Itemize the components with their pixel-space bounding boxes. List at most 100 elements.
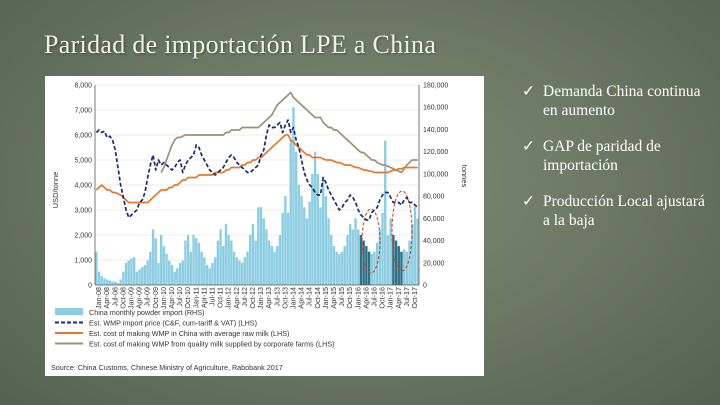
y-left-tick-label: 2,000 — [74, 233, 92, 240]
x-tick-label: Oct-13 — [280, 287, 289, 309]
x-tick-label: Oct-11 — [216, 287, 225, 308]
y-right-tick-label: 80,000 — [423, 194, 445, 201]
import-bar — [389, 218, 392, 285]
import-bar — [105, 279, 109, 285]
import-bar — [227, 235, 230, 285]
import-bar — [127, 260, 130, 285]
import-bar — [400, 251, 403, 285]
x-tick-label: Jan-13 — [256, 287, 265, 309]
import-bar — [222, 246, 225, 285]
import-bar — [297, 185, 301, 285]
import-bar — [332, 246, 336, 285]
import-bar — [243, 257, 247, 285]
x-tick-label: Jan-09 — [126, 287, 135, 309]
import-bar — [394, 240, 398, 285]
import-bar — [346, 235, 349, 285]
import-bar — [284, 196, 287, 285]
import-bar — [141, 267, 144, 285]
import-bar — [178, 262, 182, 285]
import-bar — [311, 173, 314, 285]
x-tick-label: Jul-12 — [240, 287, 249, 307]
y-left-tick-label: 1,000 — [74, 258, 92, 265]
legend-label: China monthly powder import (RHS) — [89, 308, 204, 317]
import-bar — [392, 235, 395, 285]
import-bar — [138, 269, 141, 285]
import-bar — [402, 249, 406, 285]
import-bar — [100, 276, 103, 285]
check-mark-icon: ✓ — [522, 138, 535, 155]
import-bar — [324, 196, 328, 285]
legend-label: Est. cost of making WMP in China with av… — [89, 329, 289, 338]
series-line — [160, 91, 418, 174]
import-bar — [375, 242, 379, 285]
import-bar — [335, 251, 338, 285]
y-right-tick-label: 160,000 — [423, 105, 448, 112]
chart-panel: 0 1,000 2,000 3,000 4,000 5,000 6,000 7,000 8,00… — [45, 76, 484, 376]
import-bar — [384, 140, 387, 285]
import-bar — [367, 251, 371, 285]
axes: 0 1,000 2,000 3,000 4,000 5,000 6,000 7,000 8,00… — [74, 83, 448, 309]
import-bar — [413, 207, 417, 285]
import-bar — [97, 271, 101, 285]
y-left-tick-label: 8,000 — [74, 83, 92, 90]
x-tick-label: Apr-13 — [264, 287, 273, 309]
import-bar — [254, 240, 257, 285]
x-tick-label: Apr-10 — [167, 287, 176, 309]
y-right-tick-label: 100,000 — [423, 171, 448, 178]
x-tick-label: Jan-12 — [224, 287, 233, 309]
x-tick-label: Jan-08 — [94, 287, 103, 309]
import-bar — [308, 201, 311, 285]
import-bar — [108, 280, 112, 285]
import-bar — [235, 257, 238, 285]
y-right-tick-label: 140,000 — [423, 127, 448, 134]
import-bar — [208, 268, 211, 285]
y-axis-label-left: USD/tonne — [51, 172, 60, 209]
import-bar — [316, 173, 319, 285]
bullet-item: ✓ Producción Local ajustará a la baja — [522, 192, 712, 230]
import-bar — [386, 235, 390, 285]
import-bar — [213, 257, 217, 285]
import-bar — [351, 229, 355, 285]
import-bar — [157, 262, 160, 285]
x-tick-label: Jan-11 — [191, 287, 200, 308]
x-tick-label: Jan-16 — [353, 287, 362, 309]
import-bar — [111, 281, 114, 285]
x-tick-label: Oct-08 — [118, 287, 127, 309]
import-bar — [373, 251, 376, 285]
x-tick-label: Jul-17 — [402, 287, 411, 307]
import-bar — [321, 179, 325, 285]
import-bar — [122, 271, 125, 285]
import-bar — [251, 223, 255, 285]
import-bar — [232, 251, 236, 285]
import-bar — [124, 262, 128, 285]
import-bar — [370, 253, 373, 285]
y-left-tick-label: 5,000 — [74, 158, 92, 165]
import-bar — [249, 235, 252, 285]
import-bar — [95, 251, 98, 285]
y-left-tick-label: 4,000 — [74, 183, 92, 190]
import-bar — [416, 218, 419, 285]
series-lines — [95, 91, 419, 221]
chart-source: Source: China Customs, Chinese Ministry … — [51, 363, 283, 372]
import-bar — [294, 151, 298, 285]
x-tick-label: Oct-14 — [313, 287, 322, 309]
import-bar — [411, 223, 414, 285]
import-bar — [327, 218, 330, 285]
import-bar — [405, 251, 409, 285]
x-tick-label: Jan-15 — [321, 287, 330, 309]
x-tick-label: Jul-11 — [207, 287, 216, 306]
import-bar — [149, 251, 152, 285]
x-tick-label: Jul-15 — [337, 287, 346, 307]
bullet-text: GAP de paridad de importación — [543, 138, 661, 174]
y-right-tick-label: 0 — [423, 283, 427, 290]
y-left-tick-label: 3,000 — [74, 208, 92, 215]
import-bar — [273, 251, 276, 285]
import-bar — [135, 271, 139, 285]
import-bar — [192, 235, 195, 285]
bullet-text: Demanda China continua en aumento — [543, 83, 701, 119]
import-bar — [159, 235, 163, 285]
legend-swatch — [55, 308, 83, 315]
import-bar — [143, 265, 147, 285]
y-left-tick-label: 7,000 — [74, 108, 92, 115]
x-tick-label: Oct-10 — [183, 287, 192, 309]
